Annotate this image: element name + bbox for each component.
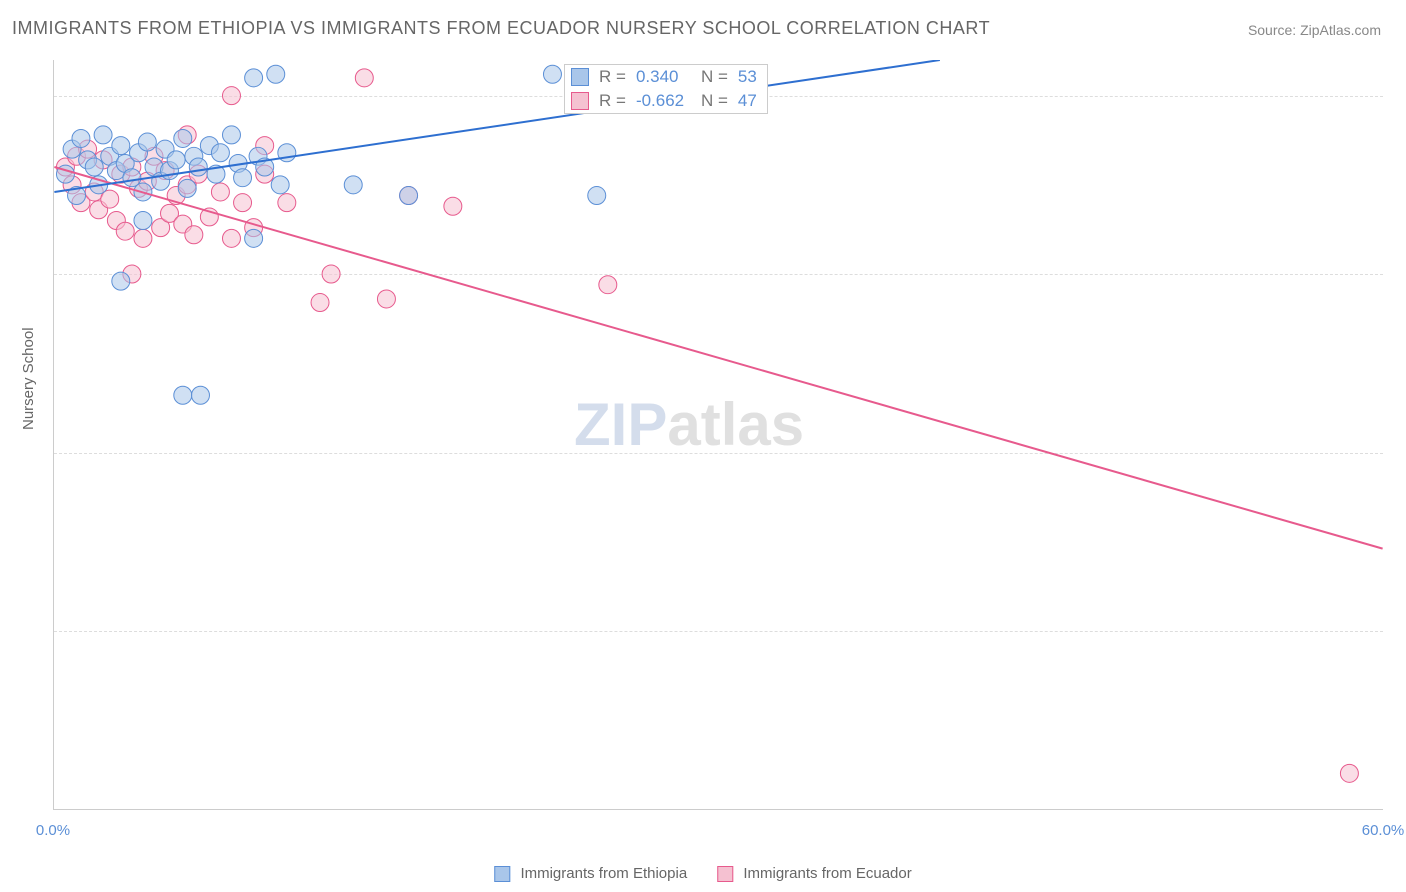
legend-swatch-ethiopia <box>494 866 510 882</box>
data-point <box>174 386 192 404</box>
data-point <box>185 226 203 244</box>
y-axis-label: Nursery School <box>20 327 37 430</box>
data-point <box>344 176 362 194</box>
x-tick-label: 0.0% <box>36 822 70 839</box>
n-value-ecuador: 47 <box>738 91 757 111</box>
data-point <box>311 294 329 312</box>
r-value-ecuador: -0.662 <box>636 91 691 111</box>
x-tick <box>719 809 720 810</box>
data-point <box>174 129 192 147</box>
data-point <box>234 194 252 212</box>
data-point <box>112 137 130 155</box>
r-value-ethiopia: 0.340 <box>636 67 691 87</box>
data-point <box>112 272 130 290</box>
data-point <box>211 183 229 201</box>
data-point <box>588 187 606 205</box>
data-point <box>599 276 617 294</box>
trend-line <box>54 167 1382 549</box>
data-point <box>85 158 103 176</box>
source-label: Source: ZipAtlas.com <box>1248 22 1381 38</box>
x-tick-label: 60.0% <box>1362 822 1405 839</box>
swatch-ethiopia <box>571 68 589 86</box>
data-point <box>167 151 185 169</box>
data-point <box>234 169 252 187</box>
x-tick <box>1162 809 1163 810</box>
data-point <box>400 187 418 205</box>
data-point <box>278 194 296 212</box>
data-point <box>222 126 240 144</box>
x-tick <box>54 809 55 810</box>
correlation-stats-box: R = 0.340 N = 53 R = -0.662 N = 47 <box>564 64 768 114</box>
x-tick <box>608 809 609 810</box>
x-tick <box>1273 809 1274 810</box>
x-tick <box>276 809 277 810</box>
data-point <box>271 176 289 194</box>
n-value-ethiopia: 53 <box>738 67 757 87</box>
legend-swatch-ecuador <box>717 866 733 882</box>
data-point <box>192 386 210 404</box>
chart-svg <box>54 60 1383 809</box>
stats-row-ecuador: R = -0.662 N = 47 <box>565 89 767 113</box>
stats-row-ethiopia: R = 0.340 N = 53 <box>565 65 767 89</box>
data-point <box>322 265 340 283</box>
data-point <box>1340 764 1358 782</box>
data-point <box>267 65 285 83</box>
plot-area: ZIPatlas R = 0.340 N = 53 R = -0.662 N =… <box>53 60 1383 810</box>
data-point <box>116 222 134 240</box>
x-tick <box>387 809 388 810</box>
legend-item-ethiopia: Immigrants from Ethiopia <box>494 865 687 882</box>
data-point <box>222 229 240 247</box>
data-point <box>94 126 112 144</box>
x-tick <box>941 809 942 810</box>
swatch-ecuador <box>571 92 589 110</box>
data-point <box>245 229 263 247</box>
x-tick <box>165 809 166 810</box>
data-point <box>211 144 229 162</box>
data-point <box>377 290 395 308</box>
data-point <box>355 69 373 87</box>
data-point <box>543 65 561 83</box>
data-point <box>245 69 263 87</box>
data-point <box>222 87 240 105</box>
data-point <box>178 179 196 197</box>
legend: Immigrants from Ethiopia Immigrants from… <box>494 865 911 882</box>
data-point <box>189 158 207 176</box>
chart-title: IMMIGRANTS FROM ETHIOPIA VS IMMIGRANTS F… <box>12 18 990 39</box>
x-tick <box>1052 809 1053 810</box>
x-tick <box>497 809 498 810</box>
chart-container: IMMIGRANTS FROM ETHIOPIA VS IMMIGRANTS F… <box>0 0 1406 892</box>
data-point <box>134 212 152 230</box>
x-tick <box>830 809 831 810</box>
data-point <box>444 197 462 215</box>
data-point <box>72 129 90 147</box>
data-point <box>134 229 152 247</box>
legend-item-ecuador: Immigrants from Ecuador <box>717 865 912 882</box>
data-point <box>138 133 156 151</box>
